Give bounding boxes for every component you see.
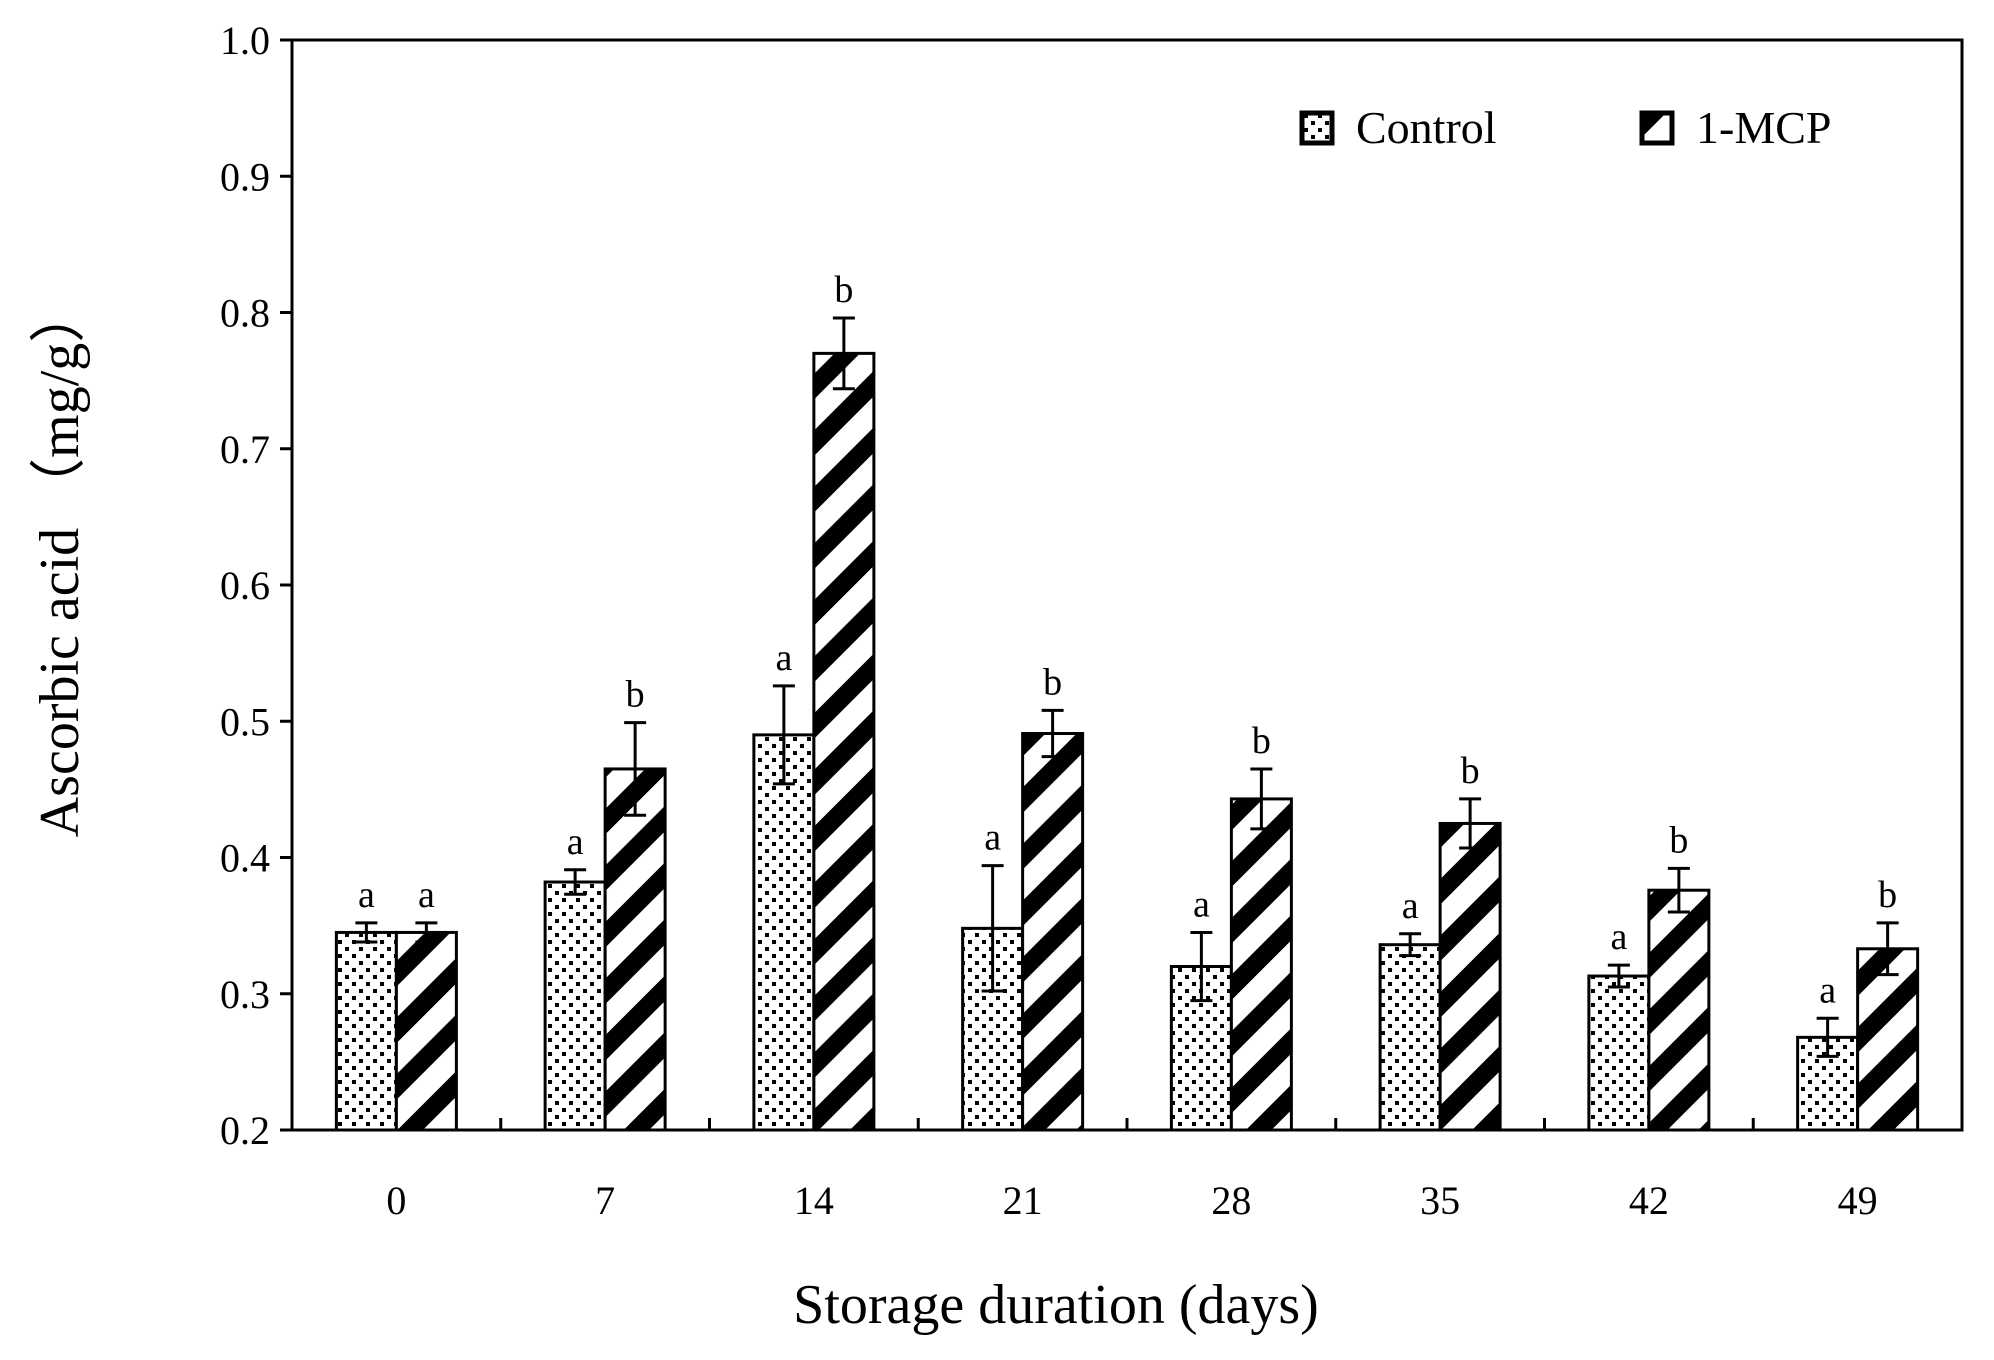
error-bar-control-day-42 — [1607, 963, 1630, 989]
y-tick-label: 1.0 — [220, 18, 270, 63]
y-tick-label: 0.4 — [220, 836, 270, 881]
error-bar-control-day-0 — [355, 921, 378, 944]
bar-1mcp-day-28 — [1229, 797, 1293, 1132]
legend: Control 1-MCP — [1299, 102, 1831, 153]
significance-label-1mcp-day-28: b — [1252, 720, 1271, 762]
y-axis-title: Ascorbic acid （mg/g） — [29, 287, 91, 838]
legend-swatch-1mcp — [1639, 110, 1675, 146]
error-bar-control-day-7 — [564, 868, 587, 896]
error-bar-control-day-21 — [981, 864, 1004, 993]
y-tick-label: 0.6 — [220, 563, 270, 608]
error-bar-1mcp-day-7 — [624, 721, 647, 817]
error-bar-1mcp-day-35 — [1459, 797, 1482, 850]
error-bar-control-day-28 — [1190, 930, 1213, 1003]
y-tick-label: 0.5 — [220, 699, 270, 744]
significance-label-control-day-42: a — [1610, 916, 1627, 958]
bar-control-day-14 — [752, 733, 816, 1132]
x-tick-label-day-35: 35 — [1420, 1178, 1460, 1223]
bar-control-day-35 — [1378, 943, 1442, 1132]
x-tick-label-day-14: 14 — [794, 1178, 834, 1223]
y-tick-label: 0.7 — [220, 427, 270, 472]
significance-label-1mcp-day-14: b — [834, 269, 853, 311]
legend-label-control: Control — [1356, 102, 1497, 153]
significance-label-control-day-49: a — [1819, 969, 1836, 1011]
bar-control-day-42 — [1587, 974, 1651, 1132]
x-tick-label-day-7: 7 — [595, 1178, 615, 1223]
legend-label-1mcp: 1-MCP — [1696, 102, 1831, 153]
error-bars-layer — [355, 316, 1899, 1058]
bar-1mcp-day-7 — [603, 767, 667, 1132]
error-bar-control-day-49 — [1816, 1016, 1839, 1058]
significance-label-control-day-0: a — [358, 874, 375, 916]
error-bar-1mcp-day-14 — [832, 316, 855, 391]
error-bar-1mcp-day-28 — [1250, 767, 1273, 831]
y-tick-label: 0.3 — [220, 972, 270, 1017]
legend-swatch-control — [1299, 110, 1335, 146]
significance-label-1mcp-day-21: b — [1043, 661, 1062, 703]
significance-label-control-day-35: a — [1402, 885, 1419, 927]
significance-label-1mcp-day-7: b — [626, 674, 645, 716]
error-bar-1mcp-day-21 — [1041, 708, 1064, 759]
x-tick-label-day-49: 49 — [1838, 1178, 1878, 1223]
y-tick-label: 0.2 — [220, 1108, 270, 1153]
y-axis: 0.2 0.3 0.4 0.5 0.6 0.7 0.8 0.9 1.0 — [220, 18, 292, 1153]
significance-label-1mcp-day-35: b — [1461, 750, 1480, 792]
plot-frame — [290, 38, 1964, 1132]
significance-label-control-day-21: a — [984, 817, 1001, 859]
bar-1mcp-day-42 — [1647, 888, 1711, 1132]
x-tick-label-day-21: 21 — [1003, 1178, 1043, 1223]
y-tick-label: 0.8 — [220, 291, 270, 336]
x-axis-title: Storage duration (days) — [793, 1274, 1319, 1336]
x-tick-label-day-0: 0 — [386, 1178, 406, 1223]
error-bar-1mcp-day-0 — [415, 921, 438, 944]
x-tick-label-day-28: 28 — [1211, 1178, 1251, 1223]
significance-label-control-day-7: a — [567, 821, 584, 863]
significance-label-1mcp-day-0: a — [418, 874, 435, 916]
bar-1mcp-day-21 — [1021, 732, 1085, 1132]
significance-labels-layer: a a a a a a a a a b b b b b b b — [358, 269, 1897, 1011]
error-bar-control-day-14 — [772, 684, 795, 786]
x-tick-label-day-42: 42 — [1629, 1178, 1669, 1223]
bar-1mcp-day-35 — [1438, 821, 1502, 1132]
bar-1mcp-day-49 — [1856, 947, 1920, 1132]
error-bar-1mcp-day-49 — [1876, 921, 1899, 977]
bar-1mcp-day-14 — [812, 351, 876, 1132]
bar-1mcp-day-0 — [394, 930, 458, 1132]
significance-label-control-day-14: a — [775, 637, 792, 679]
bar-control-day-7 — [543, 880, 607, 1132]
bars-layer — [334, 351, 1920, 1132]
error-bar-control-day-35 — [1399, 932, 1422, 958]
significance-label-1mcp-day-49: b — [1878, 874, 1897, 916]
significance-label-control-day-28: a — [1193, 883, 1210, 925]
x-axis: 0 7 14 21 28 35 42 49 — [386, 1118, 1878, 1223]
y-tick-label: 0.9 — [220, 154, 270, 199]
bar-control-day-0 — [334, 930, 398, 1132]
significance-label-1mcp-day-42: b — [1669, 819, 1688, 861]
error-bar-1mcp-day-42 — [1667, 866, 1690, 914]
